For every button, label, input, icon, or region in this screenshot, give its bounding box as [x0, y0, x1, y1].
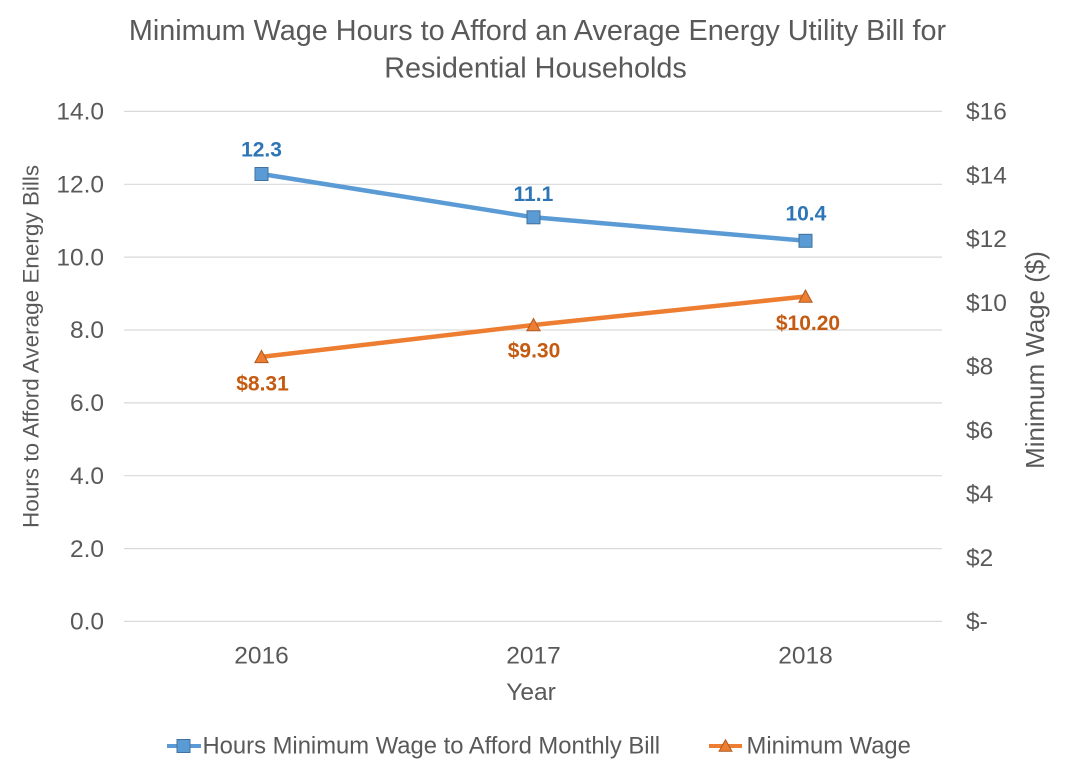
svg-text:Hours to Afford Average Energy: Hours to Afford Average Energy Bills	[19, 165, 44, 528]
svg-text:10.0: 10.0	[56, 244, 104, 271]
svg-text:2016: 2016	[234, 643, 289, 670]
svg-text:11.1: 11.1	[514, 183, 554, 206]
svg-text:6.0: 6.0	[70, 390, 104, 417]
svg-text:12.0: 12.0	[56, 172, 104, 199]
svg-text:$-: $-	[966, 609, 988, 636]
svg-text:14.0: 14.0	[56, 99, 104, 126]
svg-text:$8.31: $8.31	[236, 373, 289, 396]
svg-text:$12: $12	[966, 226, 1007, 253]
svg-text:Minimum Wage ($): Minimum Wage ($)	[1022, 251, 1050, 469]
svg-text:4.0: 4.0	[70, 463, 104, 490]
svg-text:$2: $2	[966, 545, 993, 572]
svg-text:Hours Minimum Wage to Afford M: Hours Minimum Wage to Afford Monthly Bil…	[203, 733, 661, 760]
svg-text:Residential Households: Residential Households	[384, 53, 687, 85]
svg-text:Minimum Wage: Minimum Wage	[747, 733, 911, 760]
svg-text:$10: $10	[966, 290, 1007, 317]
svg-text:12.3: 12.3	[241, 139, 282, 162]
svg-text:$4: $4	[966, 481, 993, 508]
svg-text:Minimum Wage Hours to Afford a: Minimum Wage Hours to Afford an Average …	[129, 15, 947, 47]
svg-text:$14: $14	[966, 162, 1007, 189]
svg-text:Year: Year	[506, 679, 556, 706]
svg-text:$10.20: $10.20	[776, 312, 840, 335]
svg-text:0.0: 0.0	[70, 609, 104, 636]
svg-text:$6: $6	[966, 417, 993, 444]
svg-text:$16: $16	[966, 99, 1007, 126]
svg-text:10.4: 10.4	[785, 202, 826, 225]
svg-text:2.0: 2.0	[70, 536, 104, 563]
svg-text:$8: $8	[966, 354, 993, 381]
svg-text:2017: 2017	[506, 643, 561, 670]
svg-text:$9.30: $9.30	[508, 340, 561, 363]
svg-text:8.0: 8.0	[70, 317, 104, 344]
svg-text:2018: 2018	[778, 643, 833, 670]
